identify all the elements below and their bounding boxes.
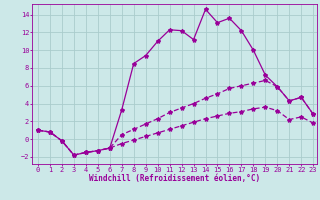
X-axis label: Windchill (Refroidissement éolien,°C): Windchill (Refroidissement éolien,°C) (89, 174, 260, 183)
